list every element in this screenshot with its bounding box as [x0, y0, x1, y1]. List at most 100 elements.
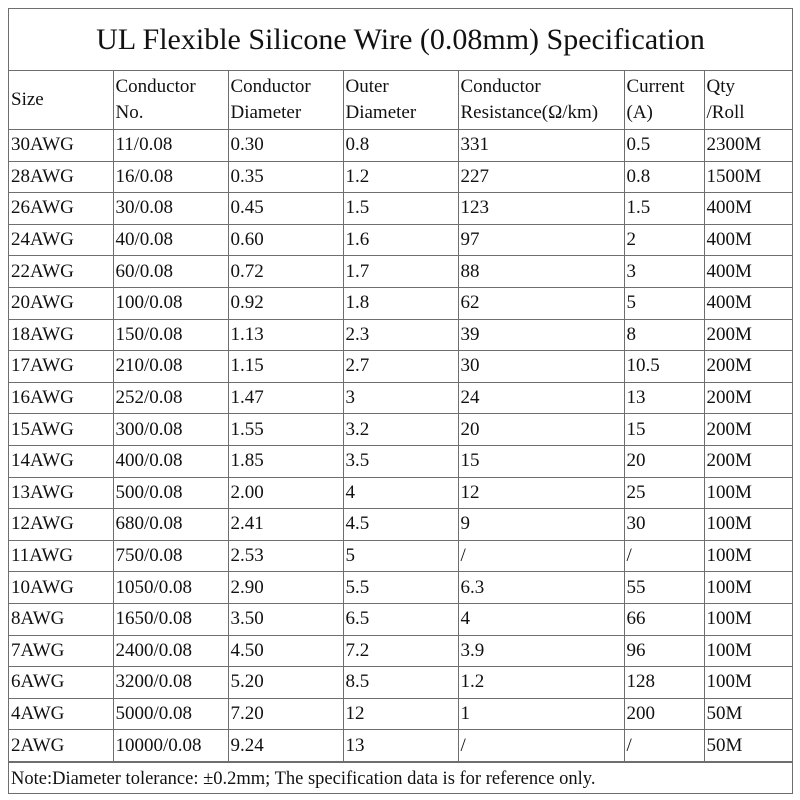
cell-resistance: /	[457, 729, 625, 762]
table-row: 26AWG 30/0.08 0.45 1.5 123 1.5 400M	[9, 192, 792, 225]
cell-current: 128	[623, 666, 705, 699]
cell-current: 55	[623, 571, 705, 604]
page-title: UL Flexible Silicone Wire (0.08mm) Speci…	[9, 9, 792, 71]
cell-size: 7AWG	[9, 634, 114, 668]
cell-current: 0.5	[623, 129, 705, 162]
cell-resistance: 227	[457, 160, 625, 194]
table-row: 10AWG 1050/0.08 2.90 5.5 6.3 55 100M	[9, 571, 792, 604]
cell-current: 5	[623, 286, 705, 320]
cell-size: 16AWG	[9, 381, 114, 415]
cell-qty-roll: 50M	[703, 697, 792, 731]
cell-qty-roll: 100M	[703, 476, 792, 510]
cell-size: 18AWG	[9, 318, 114, 352]
cell-conductor-no: 1050/0.08	[112, 571, 229, 604]
cell-conductor-diameter: 1.85	[227, 444, 344, 478]
cell-qty-roll: 400M	[703, 255, 792, 288]
cell-size: 15AWG	[9, 413, 114, 446]
cell-conductor-diameter: 4.50	[227, 634, 344, 668]
header-conductor-resistance: Conductor Resistance(Ω/km)	[457, 71, 625, 130]
cell-conductor-diameter: 2.90	[227, 571, 344, 604]
table-row: 30AWG 11/0.08 0.30 0.8 331 0.5 2300M	[9, 129, 792, 162]
cell-current: 10.5	[623, 350, 705, 383]
footnote: Note:Diameter tolerance: ±0.2mm; The spe…	[9, 761, 792, 794]
cell-outer-diameter: 13	[342, 729, 459, 762]
cell-resistance: 20	[457, 413, 625, 446]
cell-conductor-no: 300/0.08	[112, 413, 229, 446]
cell-conductor-no: 500/0.08	[112, 476, 229, 510]
spec-sheet: UL Flexible Silicone Wire (0.08mm) Speci…	[8, 8, 793, 794]
cell-qty-roll: 200M	[703, 413, 792, 446]
cell-size: 11AWG	[9, 539, 114, 573]
cell-size: 20AWG	[9, 286, 114, 320]
header-qty-roll: Qty/Roll	[703, 71, 792, 130]
cell-size: 8AWG	[9, 602, 114, 636]
cell-resistance: 15	[457, 444, 625, 478]
cell-outer-diameter: 1.8	[342, 286, 459, 320]
cell-current: /	[623, 729, 705, 762]
cell-outer-diameter: 0.8	[342, 129, 459, 162]
cell-size: 4AWG	[9, 697, 114, 731]
cell-resistance: 4	[457, 602, 625, 636]
cell-conductor-diameter: 0.60	[227, 223, 344, 257]
cell-resistance: 123	[457, 192, 625, 225]
cell-conductor-no: 100/0.08	[112, 286, 229, 320]
cell-resistance: 12	[457, 476, 625, 510]
table-row: 15AWG 300/0.08 1.55 3.2 20 15 200M	[9, 413, 792, 446]
cell-resistance: 9	[457, 508, 625, 541]
cell-resistance: 331	[457, 129, 625, 162]
cell-size: 13AWG	[9, 476, 114, 510]
cell-resistance: 88	[457, 255, 625, 288]
cell-current: 1.5	[623, 192, 705, 225]
header-conductor-no: Conductor No.	[112, 71, 229, 130]
cell-current: 8	[623, 318, 705, 352]
table-row: 6AWG 3200/0.08 5.20 8.5 1.2 128 100M	[9, 666, 792, 699]
cell-outer-diameter: 7.2	[342, 634, 459, 668]
cell-qty-roll: 400M	[703, 286, 792, 320]
table-row: 8AWG 1650/0.08 3.50 6.5 4 66 100M	[9, 602, 792, 636]
cell-current: 15	[623, 413, 705, 446]
cell-conductor-diameter: 2.53	[227, 539, 344, 573]
cell-size: 6AWG	[9, 666, 114, 699]
cell-conductor-no: 10000/0.08	[112, 729, 229, 762]
table-row: 16AWG 252/0.08 1.47 3 24 13 200M	[9, 381, 792, 415]
cell-size: 24AWG	[9, 223, 114, 257]
cell-conductor-no: 210/0.08	[112, 350, 229, 383]
cell-conductor-diameter: 9.24	[227, 729, 344, 762]
cell-current: /	[623, 539, 705, 573]
header-conductor-diameter: Conductor Diameter	[227, 71, 344, 130]
cell-current: 0.8	[623, 160, 705, 194]
cell-qty-roll: 50M	[703, 729, 792, 762]
cell-qty-roll: 400M	[703, 223, 792, 257]
cell-resistance: 97	[457, 223, 625, 257]
cell-qty-roll: 200M	[703, 350, 792, 383]
cell-qty-roll: 100M	[703, 602, 792, 636]
cell-conductor-no: 680/0.08	[112, 508, 229, 541]
cell-resistance: 6.3	[457, 571, 625, 604]
cell-qty-roll: 200M	[703, 444, 792, 478]
table-row: 20AWG 100/0.08 0.92 1.8 62 5 400M	[9, 286, 792, 320]
cell-outer-diameter: 1.2	[342, 160, 459, 194]
cell-conductor-diameter: 1.47	[227, 381, 344, 415]
cell-outer-diameter: 3.5	[342, 444, 459, 478]
cell-outer-diameter: 5.5	[342, 571, 459, 604]
cell-conductor-diameter: 0.35	[227, 160, 344, 194]
spec-table: Size Conductor No. Conductor Diameter Oute…	[9, 71, 792, 762]
table-row: 24AWG 40/0.08 0.60 1.6 97 2 400M	[9, 223, 792, 257]
table-row: 4AWG 5000/0.08 7.20 12 1 200 50M	[9, 697, 792, 731]
table-row: 14AWG 400/0.08 1.85 3.5 15 20 200M	[9, 444, 792, 478]
spec-table-body: 30AWG 11/0.08 0.30 0.8 331 0.5 2300M 28AWG 16/0.…	[9, 129, 792, 762]
cell-current: 3	[623, 255, 705, 288]
cell-conductor-no: 150/0.08	[112, 318, 229, 352]
cell-current: 200	[623, 697, 705, 731]
cell-current: 30	[623, 508, 705, 541]
cell-current: 2	[623, 223, 705, 257]
cell-size: 10AWG	[9, 571, 114, 604]
cell-outer-diameter: 2.7	[342, 350, 459, 383]
cell-size: 28AWG	[9, 160, 114, 194]
cell-size: 14AWG	[9, 444, 114, 478]
cell-conductor-diameter: 3.50	[227, 602, 344, 636]
cell-outer-diameter: 1.7	[342, 255, 459, 288]
header-size: Size	[9, 71, 114, 130]
cell-size: 30AWG	[9, 129, 114, 162]
cell-outer-diameter: 8.5	[342, 666, 459, 699]
